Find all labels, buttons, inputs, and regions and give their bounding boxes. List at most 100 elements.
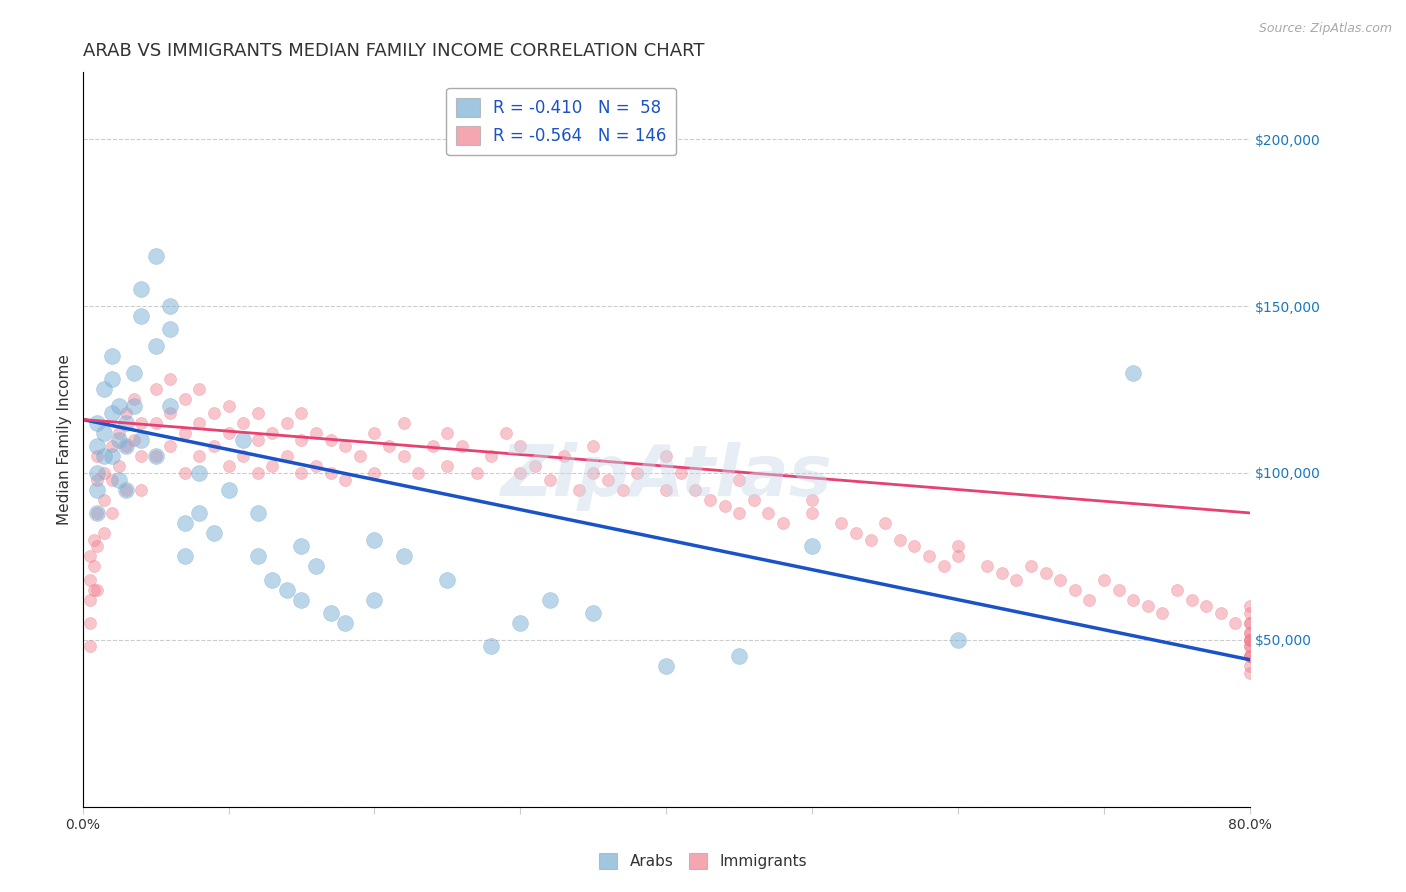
Point xyxy=(79,573,101,587)
Point xyxy=(305,559,328,574)
Point xyxy=(991,566,1014,580)
Point xyxy=(93,466,115,480)
Point xyxy=(159,322,181,336)
Point xyxy=(655,483,678,497)
Point xyxy=(86,449,108,463)
Point xyxy=(188,383,211,397)
Point xyxy=(772,516,794,530)
Point xyxy=(655,659,678,673)
Point xyxy=(436,573,458,587)
Point xyxy=(1239,615,1261,630)
Point xyxy=(685,483,707,497)
Point xyxy=(946,549,969,564)
Point xyxy=(276,449,298,463)
Point xyxy=(392,449,415,463)
Point xyxy=(509,439,531,453)
Point xyxy=(932,559,955,574)
Text: ARAB VS IMMIGRANTS MEDIAN FAMILY INCOME CORRELATION CHART: ARAB VS IMMIGRANTS MEDIAN FAMILY INCOME … xyxy=(83,42,704,60)
Point xyxy=(436,459,458,474)
Point xyxy=(246,466,269,480)
Point xyxy=(262,425,284,440)
Point xyxy=(568,483,591,497)
Point xyxy=(108,473,131,487)
Point xyxy=(859,533,882,547)
Point xyxy=(218,483,240,497)
Point xyxy=(1078,592,1101,607)
Point xyxy=(173,425,195,440)
Point xyxy=(1005,573,1028,587)
Point xyxy=(1239,649,1261,664)
Point xyxy=(889,533,911,547)
Point xyxy=(1209,606,1232,620)
Point xyxy=(1239,615,1261,630)
Point xyxy=(115,406,138,420)
Point xyxy=(349,449,371,463)
Point xyxy=(290,433,312,447)
Point xyxy=(115,483,138,497)
Point xyxy=(122,392,145,407)
Point xyxy=(108,459,131,474)
Point xyxy=(801,492,824,507)
Point xyxy=(115,416,138,430)
Point xyxy=(86,439,108,453)
Point xyxy=(276,582,298,597)
Point xyxy=(1239,632,1261,647)
Point xyxy=(115,439,138,453)
Legend: R = -0.410   N =  58, R = -0.564   N = 146: R = -0.410 N = 58, R = -0.564 N = 146 xyxy=(446,88,676,155)
Point xyxy=(93,425,115,440)
Point xyxy=(101,349,124,363)
Point xyxy=(145,339,167,353)
Point xyxy=(202,439,225,453)
Point xyxy=(363,592,385,607)
Point xyxy=(1063,582,1085,597)
Point xyxy=(173,516,195,530)
Point xyxy=(1108,582,1130,597)
Point xyxy=(218,399,240,413)
Point xyxy=(101,406,124,420)
Point xyxy=(246,506,269,520)
Legend: Arabs, Immigrants: Arabs, Immigrants xyxy=(593,847,813,875)
Point xyxy=(305,425,328,440)
Point xyxy=(465,466,488,480)
Point xyxy=(188,449,211,463)
Point xyxy=(1239,632,1261,647)
Point xyxy=(976,559,998,574)
Point xyxy=(538,592,561,607)
Point xyxy=(1239,640,1261,654)
Point xyxy=(1166,582,1188,597)
Point xyxy=(101,372,124,386)
Point xyxy=(202,406,225,420)
Point xyxy=(1019,559,1042,574)
Point xyxy=(1181,592,1204,607)
Point xyxy=(145,249,167,263)
Point xyxy=(145,449,167,463)
Point xyxy=(83,533,105,547)
Point xyxy=(290,406,312,420)
Point xyxy=(758,506,780,520)
Point xyxy=(1239,606,1261,620)
Point xyxy=(108,399,131,413)
Point xyxy=(1122,592,1144,607)
Point xyxy=(830,516,852,530)
Point xyxy=(742,492,765,507)
Point xyxy=(173,392,195,407)
Point xyxy=(363,466,385,480)
Point xyxy=(436,425,458,440)
Point xyxy=(79,615,101,630)
Point xyxy=(1239,659,1261,673)
Point xyxy=(232,449,254,463)
Point xyxy=(1225,615,1247,630)
Point xyxy=(129,416,152,430)
Point xyxy=(903,539,925,553)
Point xyxy=(801,539,824,553)
Point xyxy=(319,433,342,447)
Point xyxy=(422,439,444,453)
Point xyxy=(728,506,751,520)
Point xyxy=(406,466,429,480)
Point xyxy=(202,525,225,540)
Point xyxy=(801,506,824,520)
Point xyxy=(129,309,152,323)
Point xyxy=(1239,649,1261,664)
Point xyxy=(728,649,751,664)
Point xyxy=(173,549,195,564)
